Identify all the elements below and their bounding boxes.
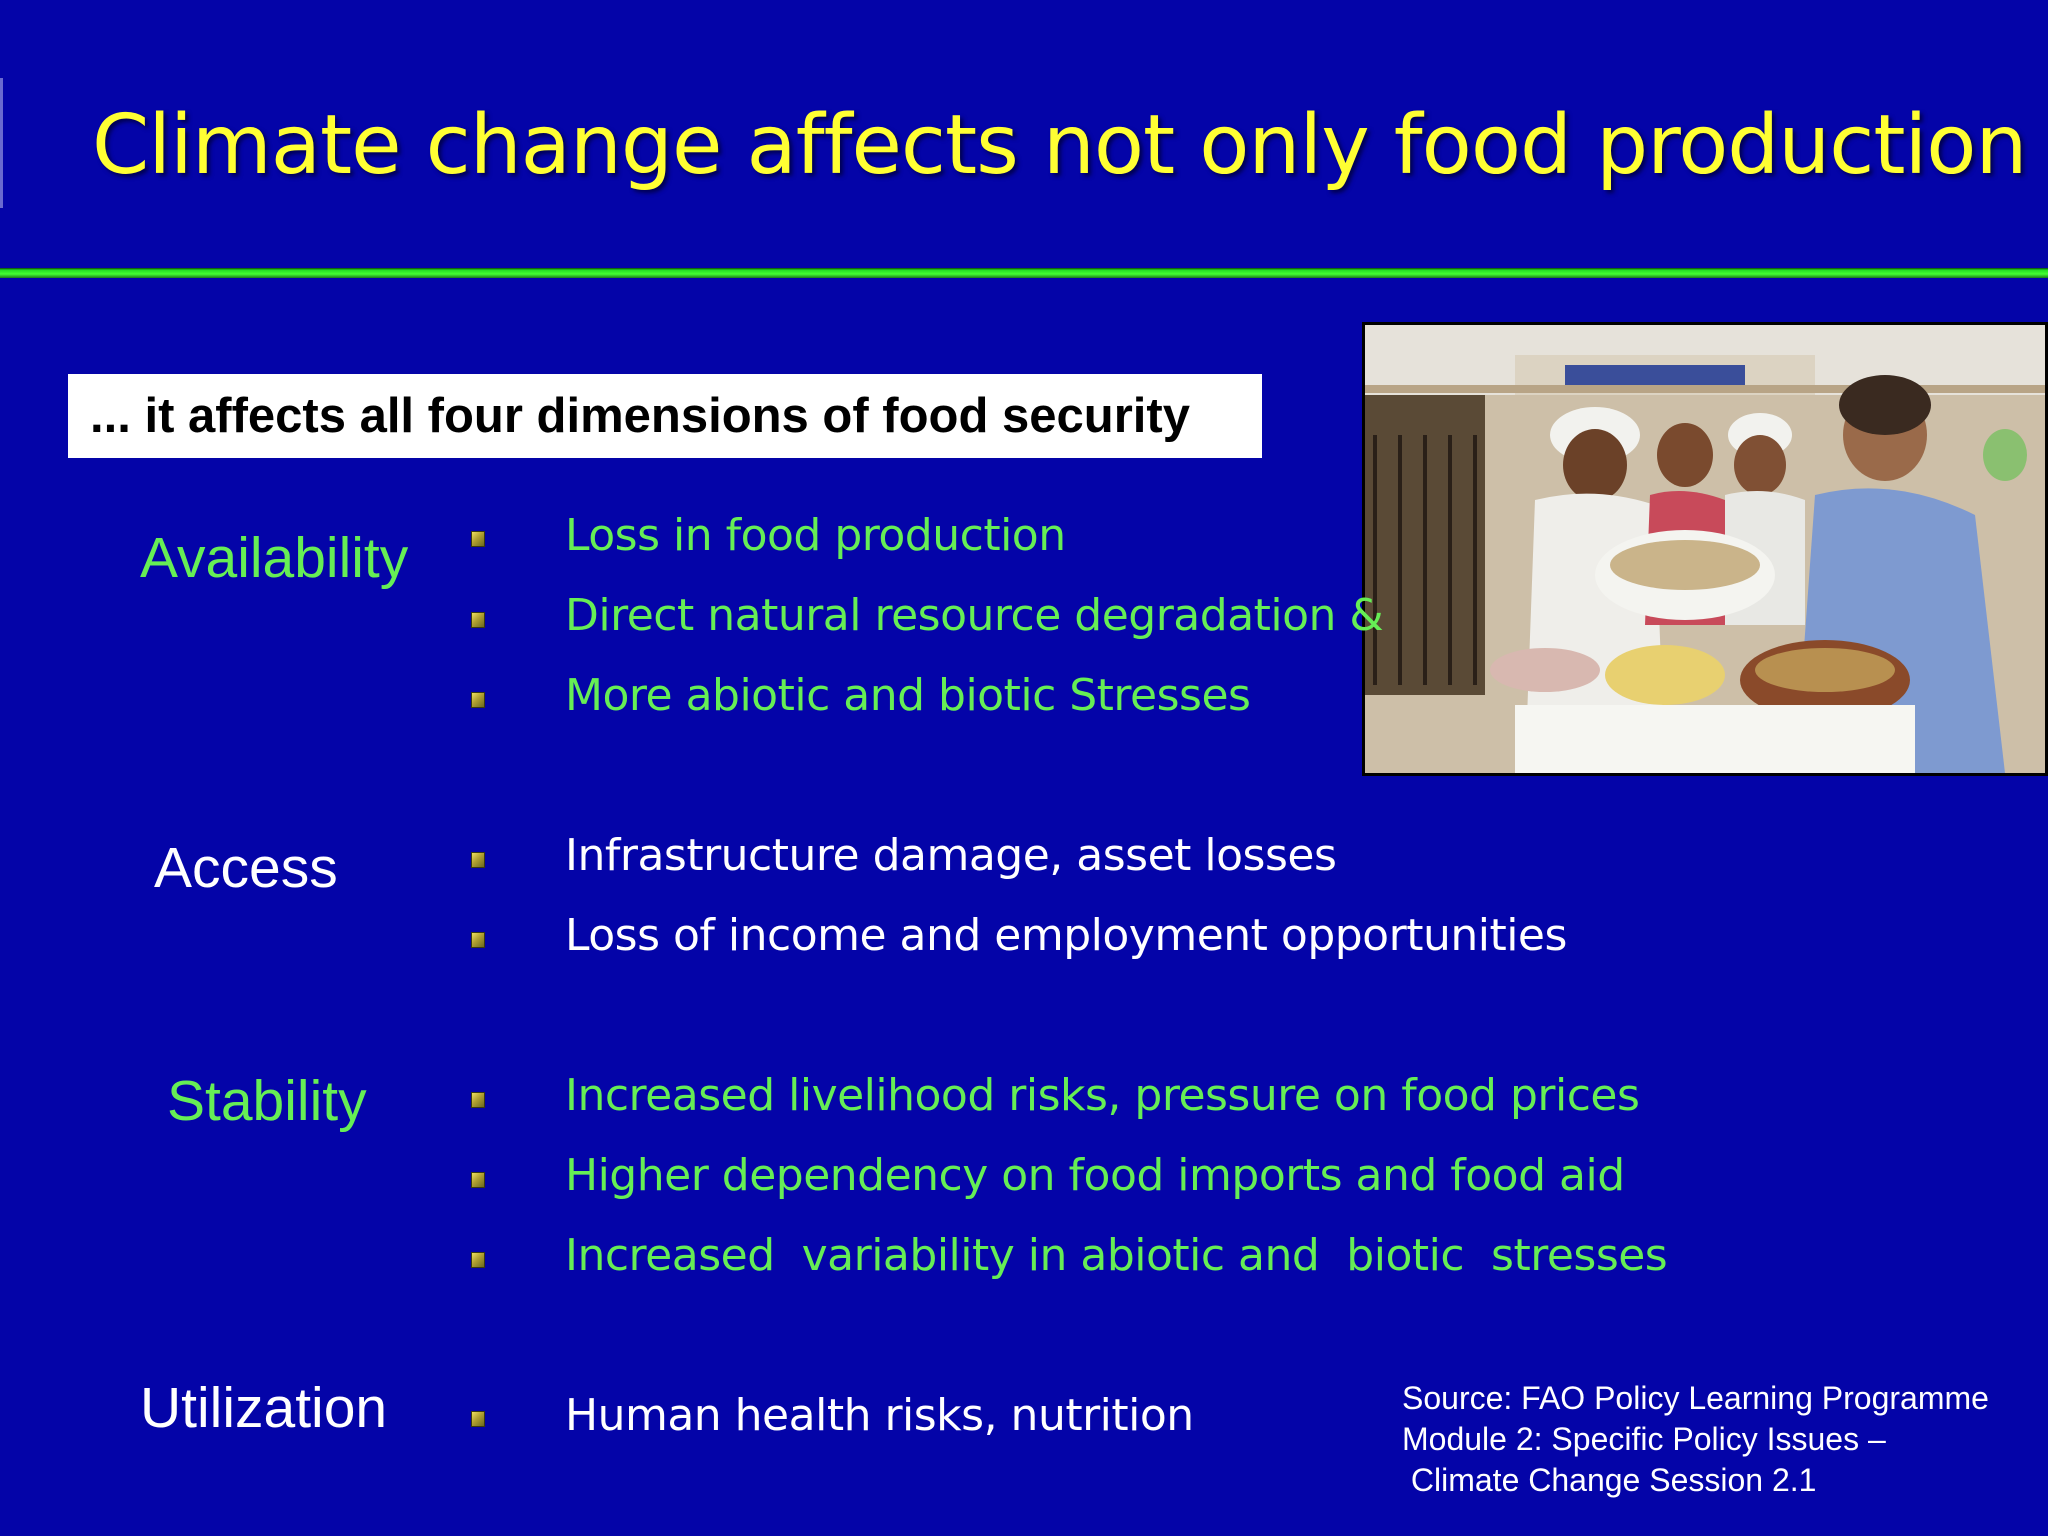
bullet-icon [471,1252,485,1268]
dimension-access: Access [154,836,338,900]
bullet-icon [471,1092,485,1108]
bullet-icon [471,1411,485,1427]
availability-item-2: Direct natural resource degradation & [565,590,1384,641]
bullet-icon [471,1172,485,1188]
bullet-icon [471,852,485,868]
title-divider [0,268,2048,278]
access-item-2: Loss of income and employment opportunit… [565,910,1567,961]
market-stall-photo [1362,322,2048,776]
market-stall-photo-icon [1365,325,2045,773]
utilization-item-1: Human health risks, nutrition [565,1390,1194,1441]
source-line-2: Module 2: Specific Policy Issues – [1402,1421,1886,1457]
dimension-utilization: Utilization [140,1376,388,1440]
dimension-stability: Stability [167,1069,367,1133]
source-line-3: Climate Change Session 2.1 [1402,1462,1817,1498]
bullet-icon [471,692,485,708]
bullet-icon [471,932,485,948]
stability-item-1: Increased livelihood risks, pressure on … [565,1070,1640,1121]
stability-item-3: Increased variability in abiotic and bio… [565,1230,1668,1281]
source-citation: Source: FAO Policy Learning Programme Mo… [1402,1378,1989,1501]
access-item-1: Infrastructure damage, asset losses [565,830,1337,881]
bullet-icon [471,531,485,547]
availability-item-3: More abiotic and biotic Stresses [565,670,1251,721]
source-line-1: Source: FAO Policy Learning Programme [1402,1380,1989,1416]
subtitle-box: ... it affects all four dimensions of fo… [68,374,1262,458]
stability-item-2: Higher dependency on food imports and fo… [565,1150,1625,1201]
left-edge-marker [0,78,3,208]
dimension-availability: Availability [140,526,409,590]
bullet-icon [471,612,485,628]
subtitle: ... it affects all four dimensions of fo… [90,389,1190,443]
slide-title: Climate change affects not only food pro… [92,98,2048,193]
availability-item-1: Loss in food production [565,510,1066,561]
